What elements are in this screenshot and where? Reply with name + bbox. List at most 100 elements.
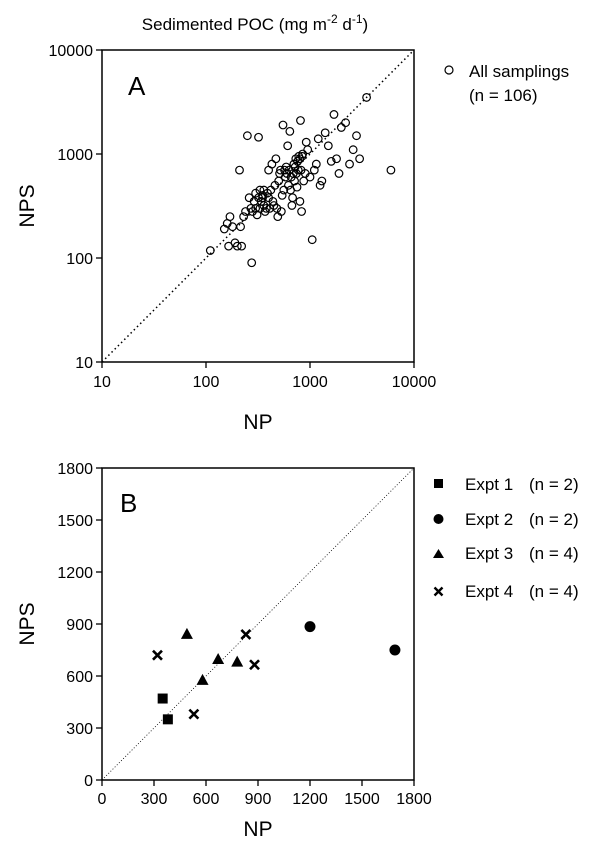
data-point-triangle — [231, 655, 244, 667]
legend-item-expt-4: Expt 4 (n = 4) — [433, 582, 579, 601]
data-point — [237, 241, 247, 251]
y-tick-label: 300 — [66, 721, 93, 738]
data-point-circle — [389, 644, 401, 656]
data-point — [276, 207, 286, 216]
data-point — [305, 172, 315, 182]
x-tick-label: 1500 — [344, 791, 380, 808]
legend-label-expt-2: Expt 2 — [465, 510, 513, 529]
panel-a-ticks: 10 100 1000 10000 10 100 1000 10000 — [49, 43, 437, 391]
y-tick-label: 100 — [66, 251, 93, 268]
panel-b-legend: Expt 1 (n = 2) Expt 2 (n = 2) Expt 3 (n … — [433, 475, 579, 601]
data-point — [293, 165, 303, 175]
data-point-triangle — [180, 627, 193, 639]
data-point — [307, 235, 317, 245]
panel-a-one-to-one-line — [101, 49, 415, 363]
data-point — [258, 190, 267, 200]
data-point — [255, 185, 265, 195]
panel-a-title: Sedimented POC (mg m-2 d-1) — [142, 12, 368, 34]
panel-a-label: A — [128, 71, 146, 101]
data-point — [292, 182, 302, 192]
data-point — [352, 131, 361, 141]
legend-count-expt-4: (n = 4) — [529, 582, 579, 601]
data-point — [239, 212, 249, 222]
data-point — [242, 131, 252, 141]
data-point — [268, 197, 278, 206]
x-tick-label: 1000 — [292, 374, 328, 391]
data-point — [261, 203, 271, 213]
panel-b-points — [152, 621, 401, 725]
data-point — [326, 156, 336, 166]
legend-item-expt-2: Expt 2 (n = 2) — [433, 510, 579, 529]
panel-b-label: B — [120, 488, 137, 518]
panel-b-x-axis-label: NP — [243, 818, 272, 841]
data-point — [296, 116, 305, 125]
data-point-triangle — [196, 673, 209, 685]
panel-a-legend-marker — [444, 65, 454, 75]
data-point — [295, 197, 305, 206]
data-point — [277, 190, 287, 200]
panel-b-y-axis-label: NPS — [16, 602, 39, 645]
data-point — [311, 159, 321, 169]
y-tick-label: 600 — [66, 669, 93, 686]
legend-count-expt-3: (n = 4) — [529, 544, 579, 563]
legend-marker-circle — [433, 514, 444, 524]
data-point-cross — [152, 649, 163, 661]
x-tick-label: 10000 — [392, 374, 437, 391]
panel-a: Sedimented POC (mg m-2 d-1) 10 100 1000 100… — [16, 12, 569, 434]
x-tick-label: 10 — [93, 374, 111, 391]
data-point — [317, 176, 327, 186]
y-tick-label: 1000 — [57, 147, 93, 164]
data-point — [301, 137, 311, 147]
data-point — [313, 134, 323, 144]
y-tick-label: 10 — [75, 355, 93, 372]
data-point — [278, 120, 288, 130]
data-point — [295, 154, 305, 164]
data-point — [254, 132, 263, 142]
data-point — [205, 246, 215, 255]
legend-label-expt-1: Expt 1 — [465, 475, 513, 494]
x-tick-label: 600 — [193, 791, 220, 808]
panel-b-one-to-one-line — [101, 467, 415, 781]
legend-label-expt-3: Expt 3 — [465, 544, 513, 563]
data-point — [323, 141, 333, 151]
data-point — [272, 203, 282, 213]
x-tick-label: 0 — [98, 791, 107, 808]
data-point — [269, 201, 279, 210]
data-point — [232, 241, 242, 251]
legend-marker-cross — [433, 586, 444, 597]
y-tick-label: 900 — [66, 617, 93, 634]
data-point — [267, 159, 277, 169]
panel-a-plot-frame — [101, 49, 415, 363]
data-point-cross — [188, 708, 200, 720]
data-point-triangle — [212, 653, 225, 665]
panel-a-points — [205, 93, 396, 268]
data-point — [283, 141, 293, 151]
panel-a-legend-count: (n = 106) — [469, 86, 538, 105]
y-tick-label: 1200 — [57, 565, 93, 582]
y-tick-label: 10000 — [49, 43, 94, 60]
data-point — [345, 159, 354, 169]
data-point — [334, 169, 344, 178]
data-point — [303, 145, 313, 155]
data-point-cross — [249, 659, 260, 671]
data-point — [315, 180, 325, 190]
data-point — [386, 165, 396, 175]
data-point-square — [162, 714, 173, 725]
panel-b-ticks: 0 300 600 900 1200 1500 1800 0 300 600 900 1200 1500… — [57, 461, 431, 808]
data-point — [341, 118, 351, 128]
data-point — [236, 222, 245, 232]
legend-marker-square — [434, 479, 443, 488]
data-point — [281, 162, 291, 172]
data-point — [297, 207, 306, 216]
data-point — [298, 149, 308, 159]
data-point — [362, 93, 371, 102]
legend-label-expt-4: Expt 4 — [465, 582, 513, 601]
x-tick-label: 900 — [245, 791, 272, 808]
data-point — [355, 154, 365, 164]
x-tick-label: 300 — [141, 791, 168, 808]
data-point — [235, 165, 244, 175]
data-point — [287, 201, 297, 210]
panel-a-x-axis-label: NP — [243, 411, 272, 434]
data-point — [332, 154, 341, 164]
x-tick-label: 100 — [193, 374, 220, 391]
